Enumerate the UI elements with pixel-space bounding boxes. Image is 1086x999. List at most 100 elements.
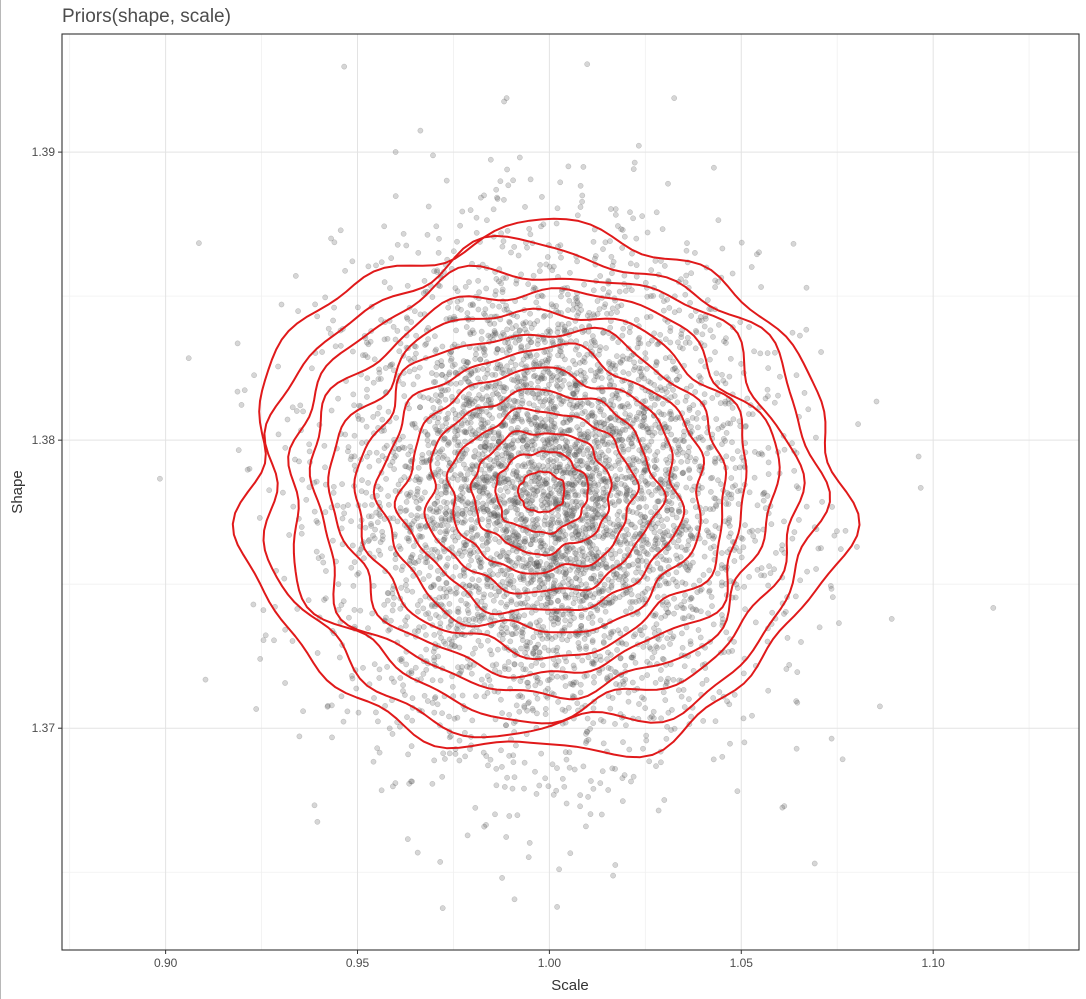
data-point [636,504,643,510]
data-point [541,478,548,484]
data-point [631,417,637,424]
data-point [550,791,557,798]
data-point [680,687,687,693]
data-point [600,329,606,336]
data-point [839,756,846,763]
data-point [712,349,718,355]
data-point [618,639,625,646]
data-point [610,628,617,635]
data-point [351,559,358,565]
data-point [631,366,637,373]
data-point [458,455,465,462]
data-point [392,452,399,459]
data-point [513,601,520,608]
data-point [565,576,572,583]
data-point [480,500,486,507]
data-point [567,470,574,477]
data-point [765,445,772,451]
data-point [367,338,374,345]
data-point [386,501,392,508]
data-point [387,362,394,368]
data-point [567,611,573,618]
data-point [403,242,410,249]
data-point [534,423,540,430]
data-point [485,637,491,644]
data-point [708,475,714,482]
data-point [378,317,384,323]
data-point [525,281,532,287]
data-point [706,587,713,594]
data-point [503,722,509,729]
data-point [612,394,619,401]
data-point [508,452,515,459]
data-point [445,439,452,445]
data-point [526,560,533,567]
data-point [915,453,922,460]
data-point [628,352,635,359]
data-point [532,357,539,364]
data-point [461,429,468,435]
data-point [434,460,441,467]
data-point [605,576,612,583]
data-point [457,471,464,478]
data-point [282,444,289,451]
data-point [623,484,630,491]
minor-gridlines [62,34,1079,950]
data-point [567,384,574,391]
data-point [381,427,387,434]
data-point [570,600,577,607]
data-point [454,288,461,295]
data-point [562,673,569,680]
data-point [644,293,651,300]
data-point [275,363,281,370]
data-point [579,462,586,468]
data-point [493,765,500,772]
data-point [686,467,692,474]
data-point [566,764,573,771]
data-point [439,371,446,378]
data-point [543,444,549,451]
data-point [592,370,599,376]
data-point [549,340,556,346]
data-point [321,442,328,449]
data-point [584,728,591,735]
data-point [235,447,242,453]
data-point [325,702,331,709]
data-point [718,481,724,488]
data-point [781,446,788,453]
data-point [428,584,435,590]
data-point [478,336,485,342]
data-point [350,348,356,355]
data-point [604,674,611,681]
data-point [600,412,607,419]
data-point [641,466,648,473]
data-point [473,693,479,700]
data-point [771,399,778,406]
data-point [768,521,775,527]
data-point [392,149,399,155]
data-point [361,555,367,562]
data-point [446,713,452,720]
data-point [486,677,493,683]
data-point [606,359,613,365]
data-point [521,785,527,792]
data-point [467,207,474,213]
data-point [803,503,810,510]
data-point [481,346,488,353]
data-point [404,836,411,842]
data-point [697,587,704,594]
data-point [559,321,565,328]
data-point [482,462,489,469]
data-point [525,683,532,690]
data-point [414,373,421,380]
data-point [528,459,534,466]
data-point [660,689,667,696]
data-point [487,617,493,623]
data-point [393,414,399,421]
data-point [469,413,476,420]
data-point [443,510,449,517]
data-point [627,260,634,267]
data-point [679,579,686,586]
data-point [749,527,756,534]
data-point [738,535,745,541]
